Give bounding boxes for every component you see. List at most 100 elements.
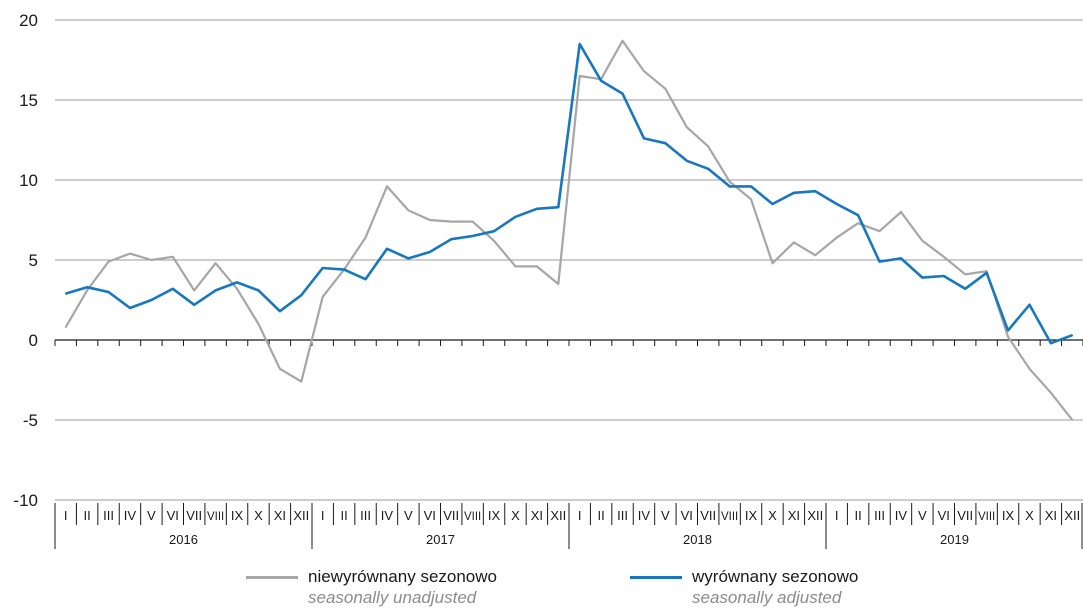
data-point-adjusted [257,289,260,292]
series-line-unadjusted [64,39,1074,421]
x-tick-label-month: VII [443,508,459,523]
data-point-adjusted [664,142,667,144]
data-point-unadjusted [172,255,174,258]
data-point-unadjusted [728,180,731,183]
data-point-unadjusted [64,326,67,329]
data-point-adjusted [107,291,110,293]
data-point-unadjusted [814,254,817,256]
data-point-adjusted [943,275,945,277]
x-tick-label-month: IX [231,508,244,523]
x-tick-label-month: IX [745,508,758,523]
x-tick-label-month: X [254,508,263,523]
data-point-unadjusted [878,230,881,232]
data-point-adjusted [214,289,217,292]
data-point-unadjusted [86,289,88,292]
legend-sublabel-adjusted: seasonally adjusted [692,588,842,607]
y-tick-label: -10 [13,491,38,510]
data-point-adjusted [193,304,195,306]
x-tick-label-month: X [1025,508,1034,523]
data-point-adjusted [172,288,174,290]
data-point-unadjusted [686,126,688,128]
y-tick-label: 15 [19,91,38,110]
x-tick-label-month: VI [938,508,950,523]
data-point-unadjusted [921,240,924,242]
data-point-adjusted [900,257,902,260]
x-tick-label-month: V [404,508,413,523]
data-point-unadjusted [150,259,153,261]
data-point-unadjusted [386,185,388,188]
x-tick-label-month: I [64,508,68,523]
data-point-adjusted [814,190,817,192]
data-point-adjusted [321,267,324,269]
data-point-adjusted [707,168,709,170]
x-tick-label-month: XI [274,508,286,523]
data-point-adjusted [407,257,410,260]
data-point-adjusted [450,238,453,240]
x-tick-label-month: IV [638,508,651,523]
x-tick-label-month: V [661,508,670,523]
x-tick-label-month: VII [957,508,973,523]
data-point-unadjusted [493,240,495,242]
x-tick-label-month: I [835,508,839,523]
x-tick-label-month: VIII [207,511,224,523]
data-point-adjusted [279,310,281,313]
legend-swatch-adjusted [630,576,682,579]
x-tick-label-month: VIII [721,511,738,523]
x-tick-label-month: XI [1045,508,1057,523]
data-point-unadjusted [1050,392,1052,394]
data-point-adjusted [343,268,345,271]
y-tick-label: 0 [29,331,38,350]
x-tick-label-month: II [341,508,348,523]
x-tick-label-month: VII [186,508,202,523]
x-tick-label-month: X [511,508,520,523]
data-point-unadjusted [835,236,838,239]
data-point-adjusted [728,185,731,188]
data-point-adjusted [793,192,795,194]
x-tick-label-year: 2017 [426,532,455,547]
data-point-adjusted [1007,329,1009,332]
series-lines [64,39,1074,421]
data-point-unadjusted [236,288,238,290]
data-point-unadjusted [300,380,303,383]
data-point-unadjusted [214,262,217,265]
x-tick-label-month: XI [788,508,800,523]
data-point-adjusted [771,203,774,205]
x-tick-label-month: V [147,508,156,523]
x-tick-label-month: II [598,508,605,523]
data-point-unadjusted [321,296,324,298]
data-point-adjusted [536,208,538,210]
y-tick-label: -5 [23,411,38,430]
data-point-unadjusted [643,70,645,72]
x-tick-label-month: I [321,508,325,523]
data-point-adjusted [64,292,67,295]
x-tick-label-month: III [617,508,628,523]
data-point-adjusted [750,185,752,188]
x-tick-label-month: III [360,508,371,523]
data-point-unadjusted [429,219,431,221]
data-point-adjusted [1050,342,1052,345]
data-point-adjusted [857,214,859,216]
x-tick-label-month: XI [531,508,543,523]
x-tick-label-month: II [84,508,91,523]
data-point-unadjusted [193,289,195,292]
data-point-adjusted [964,288,966,290]
data-point-adjusted [621,92,624,95]
data-point-adjusted [985,272,988,274]
x-tick-label-month: V [918,508,927,523]
data-point-adjusted [1028,304,1031,306]
data-point-unadjusted [514,265,517,268]
data-point-unadjusted [279,368,281,370]
legend-label-unadjusted: niewyrównany sezonowo [308,567,497,586]
data-point-unadjusted [257,323,260,325]
data-point-adjusted [86,286,88,289]
x-tick-label-year: 2018 [683,532,712,547]
data-point-adjusted [386,248,388,250]
data-point-unadjusted [621,40,624,42]
data-point-adjusted [600,80,602,82]
data-point-unadjusted [557,283,560,285]
data-point-unadjusted [107,260,110,263]
x-tick-label-month: I [578,508,582,523]
x-tick-label-month: IX [488,508,501,523]
data-point-adjusted [493,230,495,232]
